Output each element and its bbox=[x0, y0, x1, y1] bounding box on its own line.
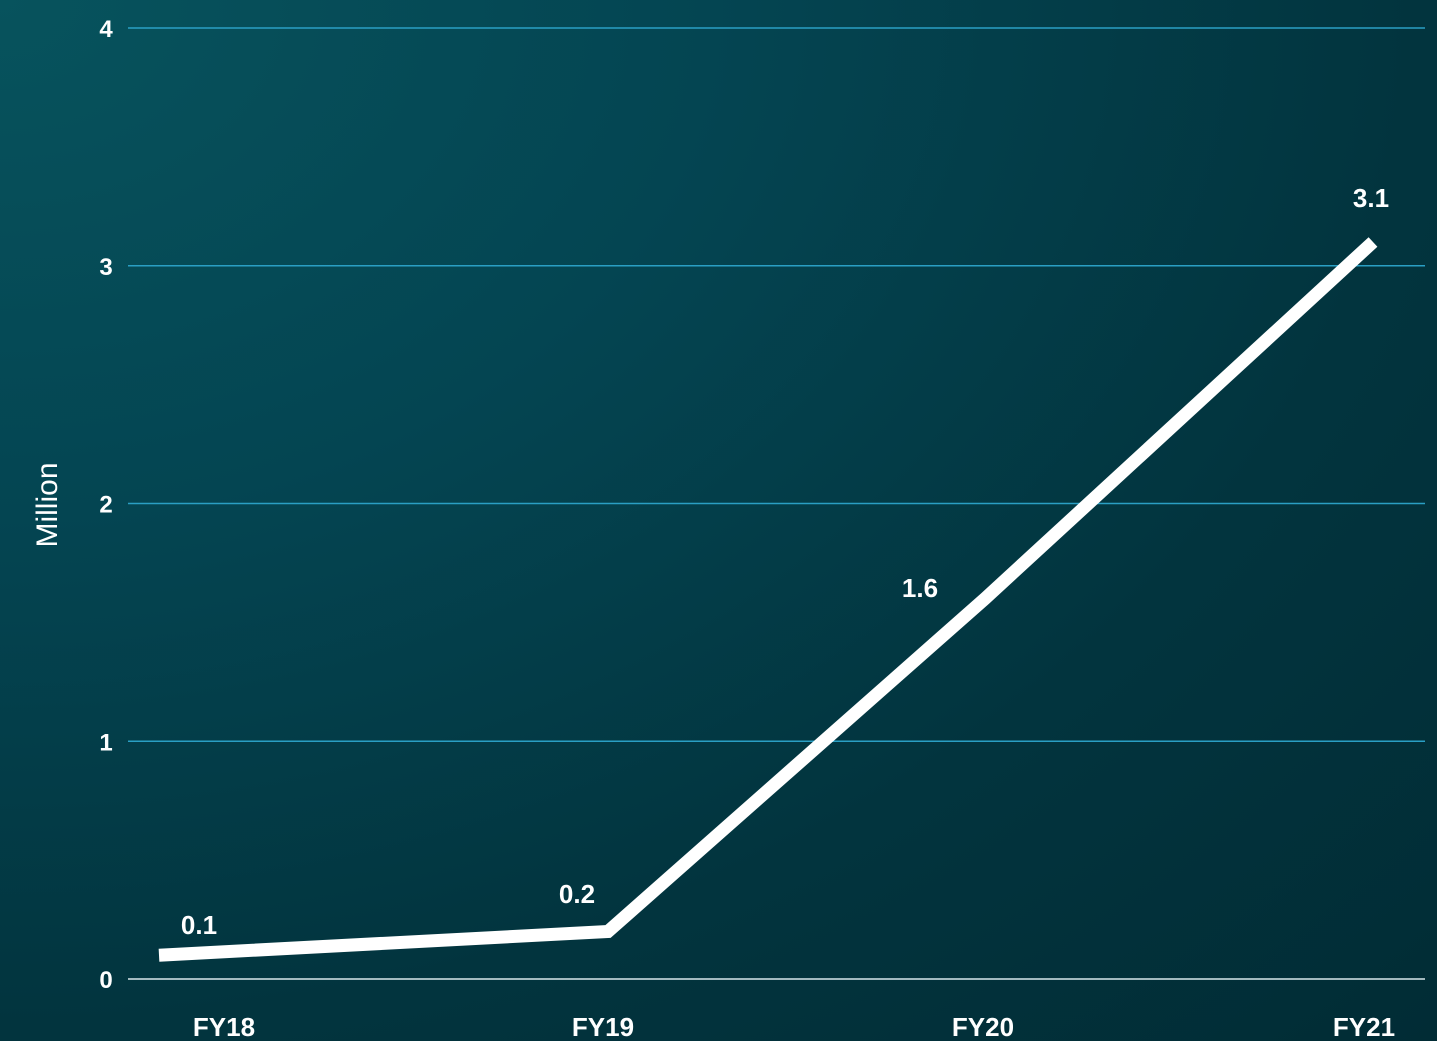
y-tick-label-0: 0 bbox=[99, 967, 112, 994]
y-axis-ticks: 0 1 2 3 4 bbox=[99, 16, 113, 994]
y-tick-label-4: 4 bbox=[99, 16, 113, 43]
data-label-fy19: 0.2 bbox=[559, 879, 595, 909]
x-tick-label-fy20: FY20 bbox=[952, 1012, 1014, 1041]
series-line-0 bbox=[158, 237, 1378, 962]
y-tick-label-3: 3 bbox=[99, 254, 112, 281]
data-labels: 0.1 0.2 1.6 3.1 bbox=[181, 183, 1389, 940]
y-tick-label-2: 2 bbox=[99, 492, 112, 519]
y-tick-label-1: 1 bbox=[99, 729, 112, 756]
data-label-fy21: 3.1 bbox=[1353, 183, 1389, 213]
series-layer bbox=[158, 237, 1378, 962]
data-label-fy18: 0.1 bbox=[181, 910, 217, 940]
x-axis-ticks: FY18 FY19 FY20 FY21 bbox=[193, 1012, 1395, 1041]
data-label-fy20: 1.6 bbox=[902, 573, 938, 603]
x-tick-label-fy19: FY19 bbox=[572, 1012, 634, 1041]
y-axis-title: Million bbox=[31, 462, 64, 547]
gridlines bbox=[128, 27, 1425, 980]
x-tick-label-fy21: FY21 bbox=[1333, 1012, 1395, 1041]
x-tick-label-fy18: FY18 bbox=[193, 1012, 255, 1041]
